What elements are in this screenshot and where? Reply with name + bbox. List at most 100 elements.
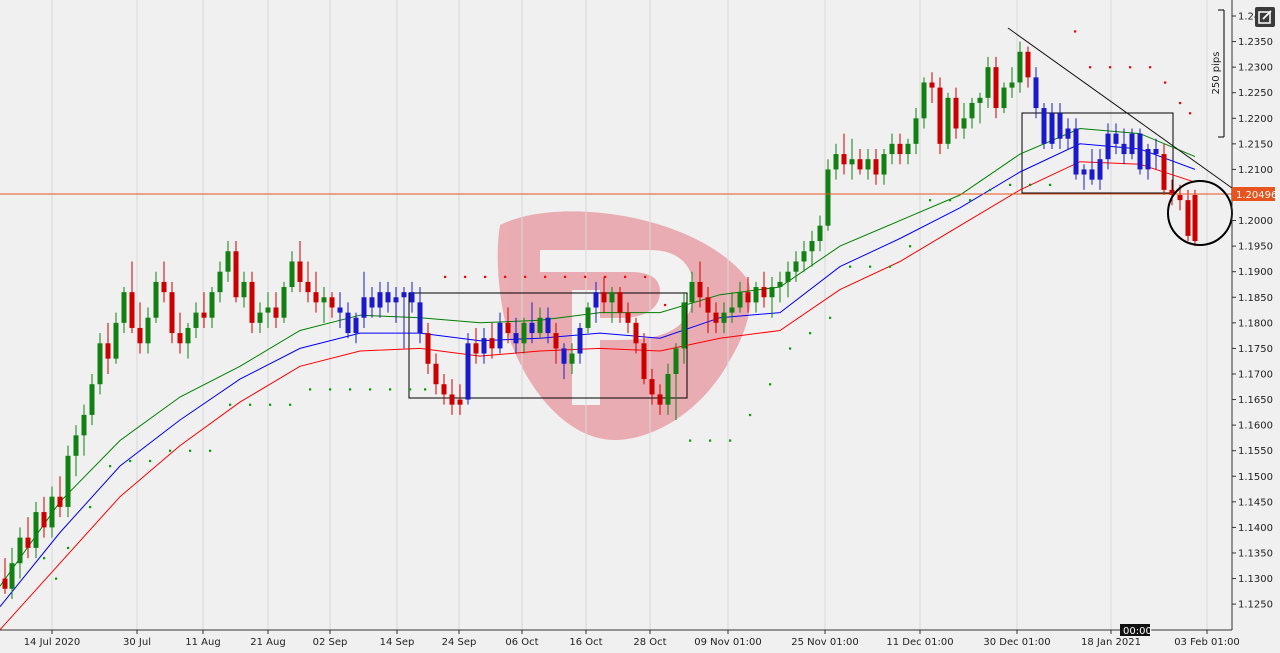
candle-body xyxy=(513,333,519,344)
candle-body xyxy=(937,87,943,144)
y-tick-label: 1.2250 xyxy=(1238,88,1273,99)
candle-body xyxy=(777,281,783,288)
candle-body xyxy=(857,159,863,170)
candle-body xyxy=(849,159,855,165)
psar-dot xyxy=(484,275,487,279)
psar-dot xyxy=(55,577,58,580)
x-tick-label: 24 Sep xyxy=(442,637,477,648)
x-tick-label: 25 Nov 01:00 xyxy=(791,637,858,648)
x-tick-label: 11 Dec 01:00 xyxy=(886,637,953,648)
candle-body xyxy=(1153,148,1159,155)
crosshair-time-label: 00:00 xyxy=(1123,626,1152,637)
candle-body xyxy=(1105,133,1111,160)
candle-body xyxy=(457,399,463,405)
candle-body xyxy=(721,312,727,323)
candle-body xyxy=(153,281,159,318)
candle-body xyxy=(529,322,535,334)
candle-body xyxy=(329,297,335,308)
psar-dot xyxy=(189,449,192,452)
ma-line-blue xyxy=(0,143,1196,608)
candle-body xyxy=(1065,128,1071,139)
candle-body xyxy=(1001,87,1007,109)
candle-body xyxy=(617,292,623,313)
candle-body xyxy=(593,292,599,308)
psar-dot xyxy=(369,388,372,391)
candle-body xyxy=(17,537,23,564)
candle-body xyxy=(41,512,47,528)
candle-body xyxy=(201,312,207,318)
candle-body xyxy=(1185,200,1191,236)
candle-body xyxy=(425,333,431,364)
y-axis-ticks: 1.24001.23501.23001.22501.22001.21501.21… xyxy=(1232,12,1273,611)
x-tick-label: 03 Feb 01:00 xyxy=(1174,637,1240,648)
candle-body xyxy=(9,563,15,589)
candle-body xyxy=(1033,77,1039,109)
candle-body xyxy=(1025,51,1031,78)
candle-body xyxy=(1137,133,1143,170)
candle-body xyxy=(1009,82,1015,88)
psar-dot xyxy=(604,275,607,279)
psar-dot xyxy=(749,413,752,417)
candle-body xyxy=(817,225,823,242)
psar-dot xyxy=(309,388,312,391)
candle-body xyxy=(961,118,967,129)
candle-body xyxy=(729,307,735,313)
candle-body xyxy=(521,322,527,344)
candle-body xyxy=(657,394,663,405)
candle-body xyxy=(1113,133,1119,144)
candle-body xyxy=(465,343,471,400)
candle-body xyxy=(969,102,975,119)
candle-body xyxy=(681,302,687,349)
psar-dot xyxy=(1129,66,1132,69)
x-tick-label: 11 Aug xyxy=(185,637,220,648)
x-tick-label: 30 Dec 01:00 xyxy=(983,637,1050,648)
candle-body xyxy=(1017,51,1023,83)
candle-body xyxy=(977,97,983,103)
y-tick-label: 1.2150 xyxy=(1238,139,1273,150)
candle-body xyxy=(1177,194,1183,201)
x-tick-label: 06 Oct xyxy=(505,637,538,648)
y-tick-label: 1.1850 xyxy=(1238,293,1273,304)
candle-body xyxy=(409,292,415,303)
psar-dot xyxy=(389,388,392,391)
candle-body xyxy=(345,312,351,334)
candle-body xyxy=(57,496,63,507)
candle-body xyxy=(489,338,495,349)
psar-dot xyxy=(149,459,152,463)
candle-body xyxy=(337,307,343,313)
psar-dot xyxy=(249,403,252,406)
y-tick-label: 1.1450 xyxy=(1238,497,1273,508)
psar-dot xyxy=(424,388,427,391)
candle-body xyxy=(169,292,175,334)
psar-dot xyxy=(329,388,332,391)
psar-dot xyxy=(109,465,112,468)
psar-dot xyxy=(624,275,627,279)
candle-body xyxy=(873,159,879,175)
y-tick-label: 1.2300 xyxy=(1238,63,1273,74)
y-tick-label: 1.1950 xyxy=(1238,242,1273,253)
candle-body xyxy=(441,384,447,395)
psar-dot xyxy=(544,275,547,279)
edit-button[interactable] xyxy=(1255,7,1275,27)
crosshair-time-tag: 00:00 xyxy=(1120,624,1152,637)
candle-body xyxy=(377,292,383,308)
parabolic-sar-dots xyxy=(43,30,1192,580)
candle-body xyxy=(129,292,135,328)
x-tick-label: 09 Nov 01:00 xyxy=(694,637,761,648)
psar-dot xyxy=(43,557,46,560)
candle-body xyxy=(785,271,791,282)
pips-bracket: 250 pips xyxy=(1211,9,1225,138)
psar-dot xyxy=(989,188,992,192)
candle-body xyxy=(689,281,695,303)
psar-dot xyxy=(209,449,212,452)
candle-body xyxy=(65,455,71,507)
candle-body xyxy=(385,292,391,303)
candle-body xyxy=(1097,159,1103,180)
psar-dot xyxy=(584,275,587,279)
psar-dot xyxy=(949,199,952,202)
candle-body xyxy=(561,348,567,364)
candle-body xyxy=(401,292,407,298)
x-tick-label: 21 Aug xyxy=(250,637,285,648)
